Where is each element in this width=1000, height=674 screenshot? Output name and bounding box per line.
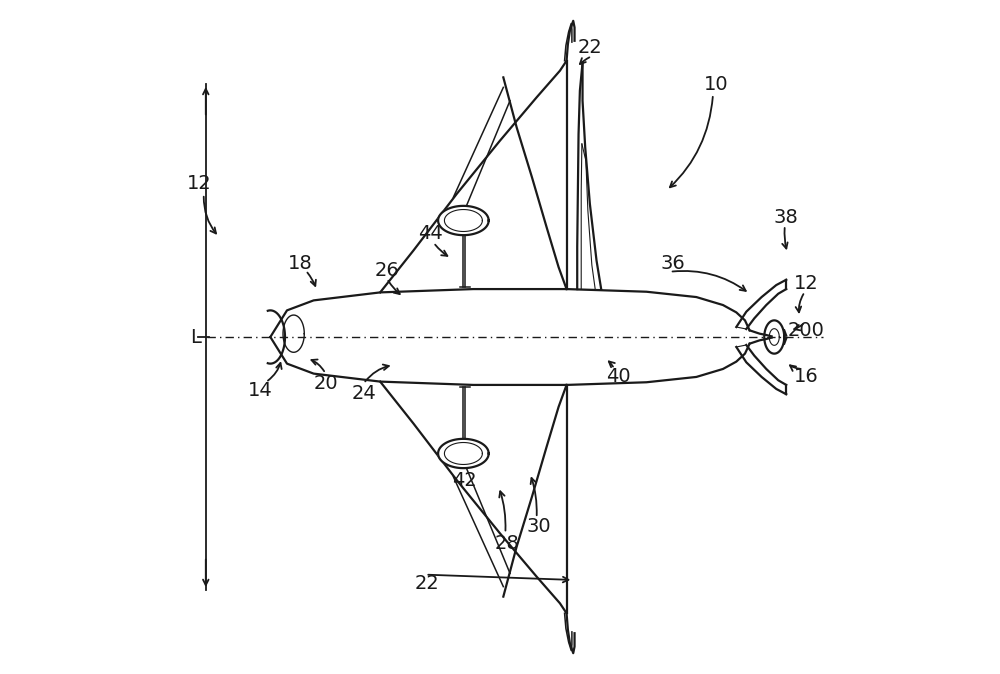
Text: 10: 10 bbox=[704, 75, 729, 94]
Text: 42: 42 bbox=[452, 470, 477, 489]
Text: 22: 22 bbox=[414, 574, 439, 593]
Text: 30: 30 bbox=[526, 517, 551, 537]
Text: 40: 40 bbox=[606, 367, 631, 386]
Text: 18: 18 bbox=[288, 254, 313, 273]
Text: 44: 44 bbox=[418, 224, 442, 243]
Text: 14: 14 bbox=[248, 381, 273, 400]
Text: 12: 12 bbox=[187, 175, 211, 193]
Polygon shape bbox=[438, 439, 489, 468]
Text: 20: 20 bbox=[313, 374, 338, 393]
Text: 36: 36 bbox=[661, 254, 685, 273]
Text: 16: 16 bbox=[794, 367, 819, 386]
Text: 22: 22 bbox=[577, 38, 602, 57]
Text: 12: 12 bbox=[794, 274, 819, 293]
Text: L: L bbox=[190, 328, 201, 346]
Text: 200: 200 bbox=[788, 321, 825, 340]
Text: 24: 24 bbox=[351, 384, 376, 403]
Text: 26: 26 bbox=[374, 261, 399, 280]
Text: 28: 28 bbox=[494, 534, 519, 553]
Polygon shape bbox=[438, 206, 489, 235]
Text: 38: 38 bbox=[774, 208, 799, 226]
